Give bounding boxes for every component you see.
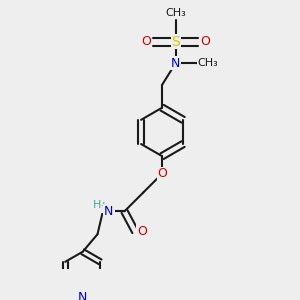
Text: N: N <box>171 57 180 70</box>
Text: H: H <box>93 200 102 210</box>
Text: N: N <box>104 205 113 218</box>
Text: O: O <box>200 35 210 48</box>
Text: O: O <box>157 167 167 180</box>
Text: S: S <box>171 35 180 49</box>
Text: CH₃: CH₃ <box>197 58 218 68</box>
Text: N: N <box>105 205 114 218</box>
Text: N: N <box>78 291 87 300</box>
Text: CH₃: CH₃ <box>165 8 186 19</box>
Text: O: O <box>137 225 147 238</box>
Text: O: O <box>141 35 151 48</box>
Text: H: H <box>97 202 106 212</box>
